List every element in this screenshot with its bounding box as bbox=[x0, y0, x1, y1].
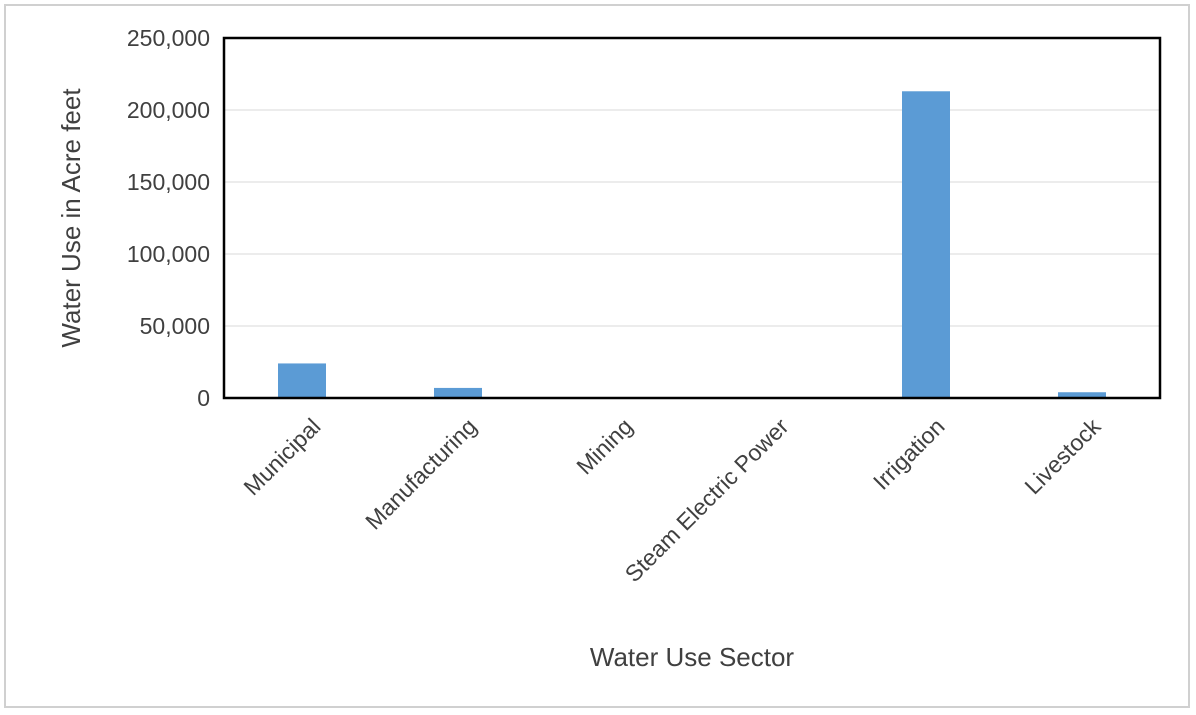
x-tick-label: Municipal bbox=[238, 413, 325, 500]
x-tick-label: Steam Electric Power bbox=[620, 413, 794, 587]
gridlines bbox=[224, 109, 1160, 327]
x-tick-label: Livestock bbox=[1019, 413, 1106, 500]
y-tick-label: 0 bbox=[197, 385, 210, 411]
y-tick-label: 200,000 bbox=[127, 97, 210, 123]
y-tick-label: 150,000 bbox=[127, 169, 210, 195]
bar-livestock bbox=[1058, 392, 1106, 398]
y-axis-title: Water Use in Acre feet bbox=[56, 88, 86, 348]
bars bbox=[278, 91, 1106, 398]
y-axis-tick-labels: 0 50,000 100,000 150,000 200,000 250,000 bbox=[127, 25, 210, 411]
x-tick-label: Irrigation bbox=[868, 413, 950, 495]
plot-area-border bbox=[222, 36, 1162, 400]
y-tick-label: 50,000 bbox=[140, 313, 210, 339]
bar-irrigation bbox=[902, 91, 950, 398]
x-tick-label: Manufacturing bbox=[360, 413, 481, 534]
bar-manufacturing bbox=[434, 387, 482, 398]
y-tick-label: 250,000 bbox=[127, 25, 210, 51]
bar-municipal bbox=[278, 363, 326, 398]
chart-frame bbox=[4, 4, 1190, 708]
y-tick-label: 100,000 bbox=[127, 241, 210, 267]
x-tick-label: Mining bbox=[571, 413, 637, 479]
x-axis-title: Water Use Sector bbox=[590, 642, 795, 672]
